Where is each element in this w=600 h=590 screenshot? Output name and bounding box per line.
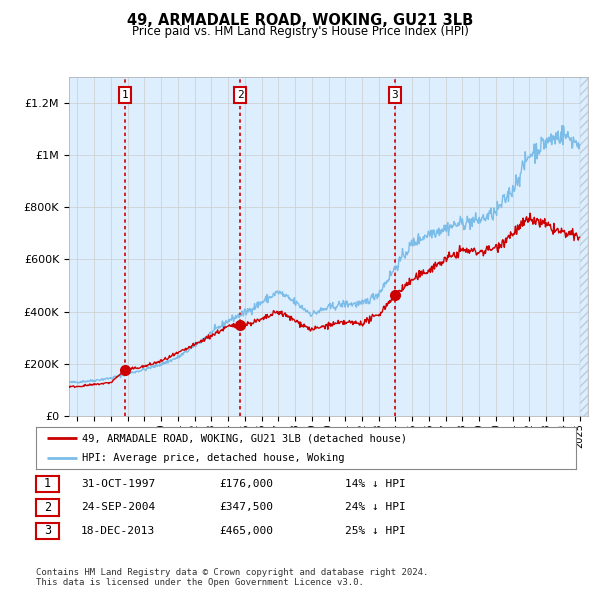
Text: Price paid vs. HM Land Registry's House Price Index (HPI): Price paid vs. HM Land Registry's House … <box>131 25 469 38</box>
Text: 3: 3 <box>391 90 398 100</box>
Text: 25% ↓ HPI: 25% ↓ HPI <box>345 526 406 536</box>
Text: HPI: Average price, detached house, Woking: HPI: Average price, detached house, Woki… <box>82 454 344 463</box>
Text: 14% ↓ HPI: 14% ↓ HPI <box>345 479 406 489</box>
Text: 2: 2 <box>237 90 244 100</box>
Text: 1: 1 <box>44 477 51 490</box>
Text: £465,000: £465,000 <box>219 526 273 536</box>
Text: £176,000: £176,000 <box>219 479 273 489</box>
Text: 49, ARMADALE ROAD, WOKING, GU21 3LB: 49, ARMADALE ROAD, WOKING, GU21 3LB <box>127 13 473 28</box>
Text: 24-SEP-2004: 24-SEP-2004 <box>81 503 155 512</box>
Text: £347,500: £347,500 <box>219 503 273 512</box>
Text: 3: 3 <box>44 525 51 537</box>
Text: 1: 1 <box>121 90 128 100</box>
Text: 31-OCT-1997: 31-OCT-1997 <box>81 479 155 489</box>
Text: 49, ARMADALE ROAD, WOKING, GU21 3LB (detached house): 49, ARMADALE ROAD, WOKING, GU21 3LB (det… <box>82 434 407 444</box>
Text: 2: 2 <box>44 501 51 514</box>
Text: Contains HM Land Registry data © Crown copyright and database right 2024.: Contains HM Land Registry data © Crown c… <box>36 568 428 576</box>
Text: This data is licensed under the Open Government Licence v3.0.: This data is licensed under the Open Gov… <box>36 578 364 587</box>
Text: 18-DEC-2013: 18-DEC-2013 <box>81 526 155 536</box>
Text: 24% ↓ HPI: 24% ↓ HPI <box>345 503 406 512</box>
